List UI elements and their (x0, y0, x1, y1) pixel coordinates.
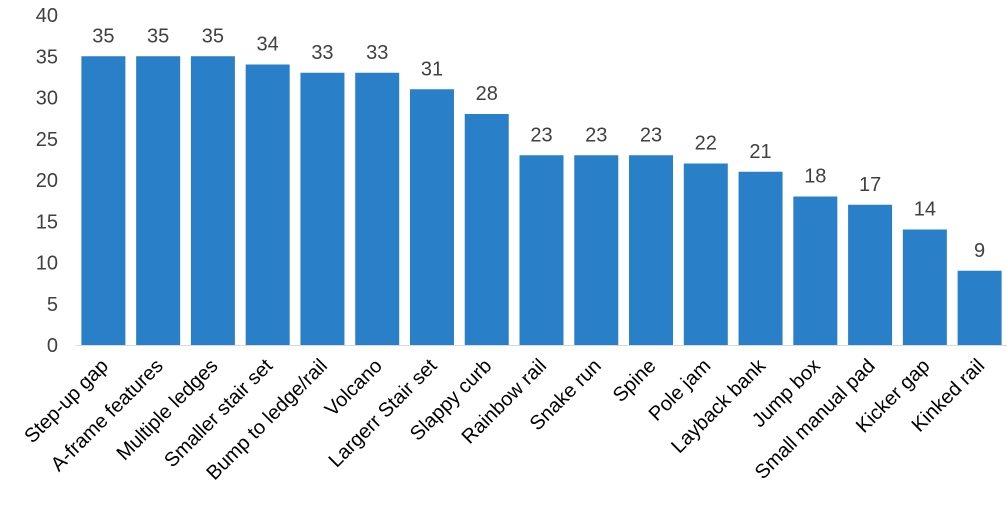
bar (300, 72, 345, 345)
bar (409, 89, 454, 345)
data-label: 23 (640, 124, 662, 146)
bar (683, 163, 728, 345)
data-label: 35 (202, 25, 224, 47)
bar (738, 171, 783, 345)
y-tick-label: 20 (36, 170, 58, 192)
y-tick-label: 35 (36, 46, 58, 68)
x-tick-label: Layback bank (667, 354, 771, 458)
bar (902, 229, 947, 345)
data-labels: 35 35 35 34 33 33 31 28 23 23 23 22 21 18 17 14 9 (92, 25, 985, 262)
bar (136, 56, 181, 345)
bar (464, 114, 509, 345)
bar (574, 155, 619, 345)
data-label: 21 (749, 141, 771, 163)
bars (81, 56, 1002, 345)
data-label: 23 (530, 124, 552, 146)
data-label: 35 (147, 25, 169, 47)
y-tick-label: 10 (36, 253, 58, 275)
data-label: 33 (311, 42, 333, 64)
data-label: 22 (695, 133, 717, 155)
bar (629, 155, 674, 345)
bar (245, 64, 290, 345)
data-label: 18 (804, 166, 826, 188)
bar (848, 204, 893, 345)
data-label: 14 (914, 199, 936, 221)
bar (190, 56, 235, 345)
y-tick-label: 30 (36, 88, 58, 110)
bar (793, 196, 838, 345)
data-label: 17 (859, 174, 881, 196)
bar (355, 72, 400, 345)
y-tick-label: 40 (36, 5, 58, 27)
data-label: 9 (974, 240, 985, 262)
y-axis: 0 5 10 15 20 25 30 35 40 (36, 5, 58, 357)
data-label: 34 (257, 34, 279, 56)
bar (81, 56, 126, 345)
data-label: 31 (421, 58, 443, 80)
x-tick-label: Spine (609, 355, 661, 407)
data-label: 28 (476, 83, 498, 105)
bar (519, 155, 564, 345)
bar (957, 270, 1002, 345)
data-label: 23 (585, 124, 607, 146)
data-label: 35 (92, 25, 114, 47)
y-tick-label: 5 (47, 294, 58, 316)
y-tick-label: 0 (47, 335, 58, 357)
y-tick-label: 15 (36, 211, 58, 233)
data-label: 33 (366, 42, 388, 64)
y-tick-label: 25 (36, 129, 58, 151)
